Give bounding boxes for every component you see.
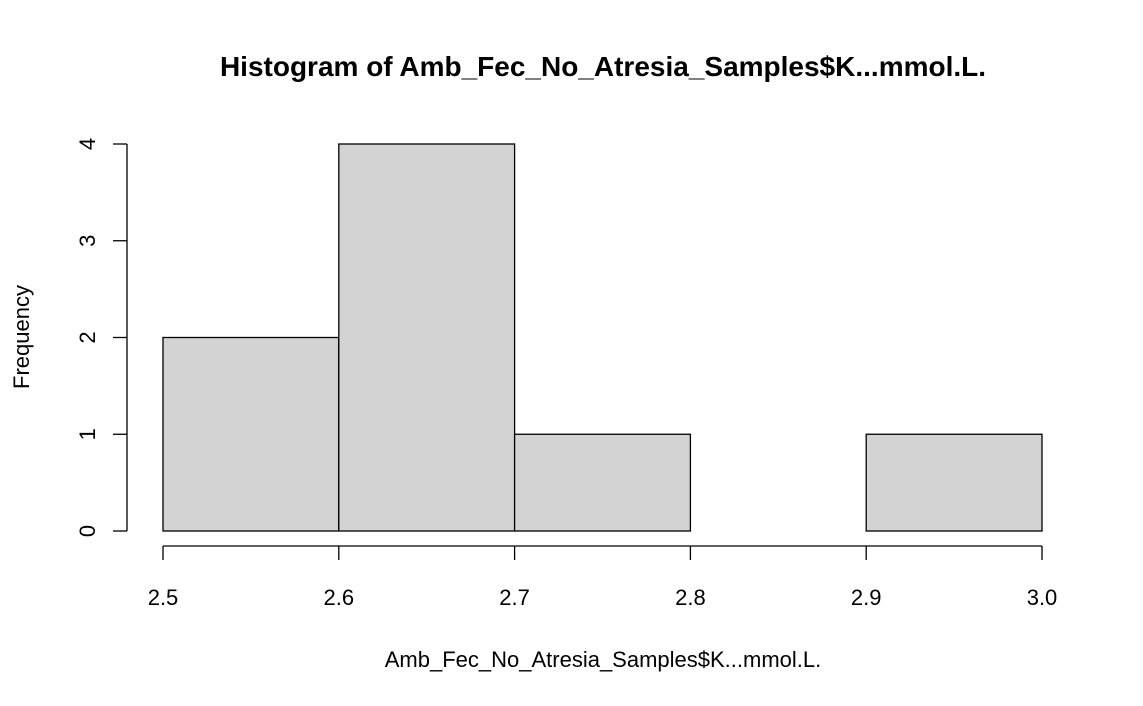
x-tick-label-5: 3.0 [1027, 585, 1058, 610]
y-tick-label-3: 3 [75, 235, 100, 247]
y-axis-label: Frequency [9, 285, 34, 389]
x-tick-label-3: 2.8 [675, 585, 706, 610]
chart-title: Histogram of Amb_Fec_No_Atresia_Samples$… [220, 51, 986, 82]
histogram-bars [162, 143, 1043, 532]
x-tick-label-1: 2.6 [324, 585, 355, 610]
y-tick-label-4: 4 [75, 138, 100, 150]
histogram-bar-1 [338, 143, 516, 532]
histogram-bar-4 [865, 433, 1043, 532]
histogram-bar-0 [162, 336, 340, 532]
x-axis: 2.5 2.6 2.7 2.8 2.9 3.0 [148, 545, 1058, 610]
x-axis-label: Amb_Fec_No_Atresia_Samples$K...mmol.L. [385, 647, 822, 672]
y-tick-label-1: 1 [75, 428, 100, 440]
x-tick-label-0: 2.5 [148, 585, 179, 610]
y-axis: 0 1 2 3 4 [75, 138, 128, 537]
y-tick-label-0: 0 [75, 525, 100, 537]
x-tick-label-2: 2.7 [499, 585, 530, 610]
histogram-bar-2 [513, 433, 692, 532]
x-tick-label-4: 2.9 [851, 585, 882, 610]
y-tick-label-2: 2 [75, 331, 100, 343]
